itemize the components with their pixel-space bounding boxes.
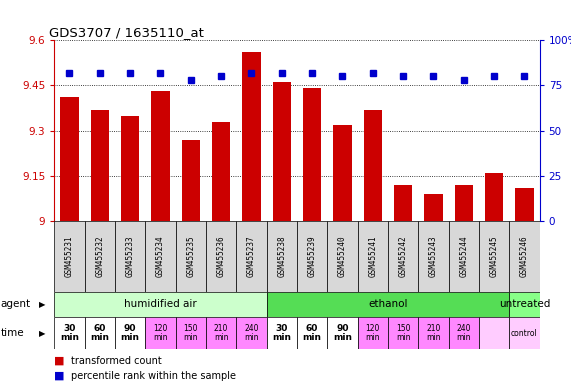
Bar [151, 91, 170, 221]
Text: humidified air: humidified air [124, 299, 197, 310]
Bar [455, 185, 473, 221]
Text: GSM455244: GSM455244 [459, 235, 468, 277]
Text: transformed count: transformed count [71, 356, 162, 366]
Text: 60
min: 60 min [303, 324, 321, 343]
Bar [121, 116, 139, 221]
Text: 150
min: 150 min [396, 324, 411, 343]
Bar [449, 317, 479, 349]
Bar [206, 317, 236, 349]
Text: GSM455235: GSM455235 [186, 235, 195, 277]
Text: 210
min: 210 min [426, 324, 441, 343]
Bar [357, 317, 388, 349]
Text: GSM455245: GSM455245 [489, 235, 498, 277]
Text: GSM455232: GSM455232 [95, 235, 104, 277]
Text: GSM455242: GSM455242 [399, 235, 408, 277]
Bar [236, 221, 267, 292]
Text: time: time [1, 328, 24, 338]
Bar [212, 122, 230, 221]
Bar [145, 317, 176, 349]
Text: GSM455240: GSM455240 [338, 235, 347, 277]
Text: 90
min: 90 min [120, 324, 139, 343]
Bar [176, 221, 206, 292]
Text: 60
min: 60 min [90, 324, 109, 343]
Text: 240
min: 240 min [244, 324, 259, 343]
Bar [54, 317, 85, 349]
Bar [273, 83, 291, 221]
Text: ethanol: ethanol [368, 299, 408, 310]
Bar [303, 88, 321, 221]
Bar [449, 221, 479, 292]
Bar [54, 292, 267, 317]
Bar [267, 292, 509, 317]
Bar [418, 317, 449, 349]
Text: GSM455239: GSM455239 [308, 235, 316, 277]
Bar [509, 221, 540, 292]
Bar [267, 317, 297, 349]
Text: GSM455238: GSM455238 [278, 235, 286, 277]
Text: GSM455231: GSM455231 [65, 235, 74, 277]
Text: GSM455234: GSM455234 [156, 235, 165, 277]
Text: 120
min: 120 min [153, 324, 168, 343]
Bar [327, 317, 357, 349]
Bar [388, 317, 418, 349]
Bar [85, 317, 115, 349]
Text: agent: agent [1, 299, 31, 310]
Text: GSM455241: GSM455241 [368, 235, 377, 277]
Bar [91, 109, 109, 221]
Bar [145, 221, 176, 292]
Bar [479, 221, 509, 292]
Text: 210
min: 210 min [214, 324, 228, 343]
Bar [357, 221, 388, 292]
Bar [509, 317, 540, 349]
Text: ▶: ▶ [39, 329, 45, 338]
Bar [333, 124, 352, 221]
Bar [509, 292, 540, 317]
Bar [176, 317, 206, 349]
Bar [485, 173, 503, 221]
Text: GSM455243: GSM455243 [429, 235, 438, 277]
Text: 120
min: 120 min [365, 324, 380, 343]
Bar [327, 221, 357, 292]
Text: 30
min: 30 min [60, 324, 79, 343]
Text: GSM455236: GSM455236 [216, 235, 226, 277]
Bar [515, 188, 533, 221]
Bar [85, 221, 115, 292]
Text: percentile rank within the sample: percentile rank within the sample [71, 371, 236, 381]
Text: 150
min: 150 min [183, 324, 198, 343]
Text: GSM455237: GSM455237 [247, 235, 256, 277]
Text: ■: ■ [54, 371, 65, 381]
Bar [115, 317, 145, 349]
Text: 90
min: 90 min [333, 324, 352, 343]
Bar [394, 185, 412, 221]
Bar [206, 221, 236, 292]
Text: GSM455246: GSM455246 [520, 235, 529, 277]
Bar [242, 52, 260, 221]
Bar [364, 109, 382, 221]
Bar [115, 221, 145, 292]
Bar [297, 221, 327, 292]
Text: control: control [511, 329, 538, 338]
Bar [424, 194, 443, 221]
Text: ▶: ▶ [39, 300, 45, 309]
Bar [479, 317, 509, 349]
Bar [297, 317, 327, 349]
Bar [61, 98, 79, 221]
Bar [388, 221, 418, 292]
Text: ■: ■ [54, 356, 65, 366]
Bar [182, 140, 200, 221]
Bar [54, 221, 85, 292]
Text: 30
min: 30 min [272, 324, 291, 343]
Bar [418, 221, 449, 292]
Bar [236, 317, 267, 349]
Text: GDS3707 / 1635110_at: GDS3707 / 1635110_at [49, 26, 204, 39]
Bar [267, 221, 297, 292]
Text: GSM455233: GSM455233 [126, 235, 135, 277]
Text: 240
min: 240 min [456, 324, 471, 343]
Text: untreated: untreated [498, 299, 550, 310]
